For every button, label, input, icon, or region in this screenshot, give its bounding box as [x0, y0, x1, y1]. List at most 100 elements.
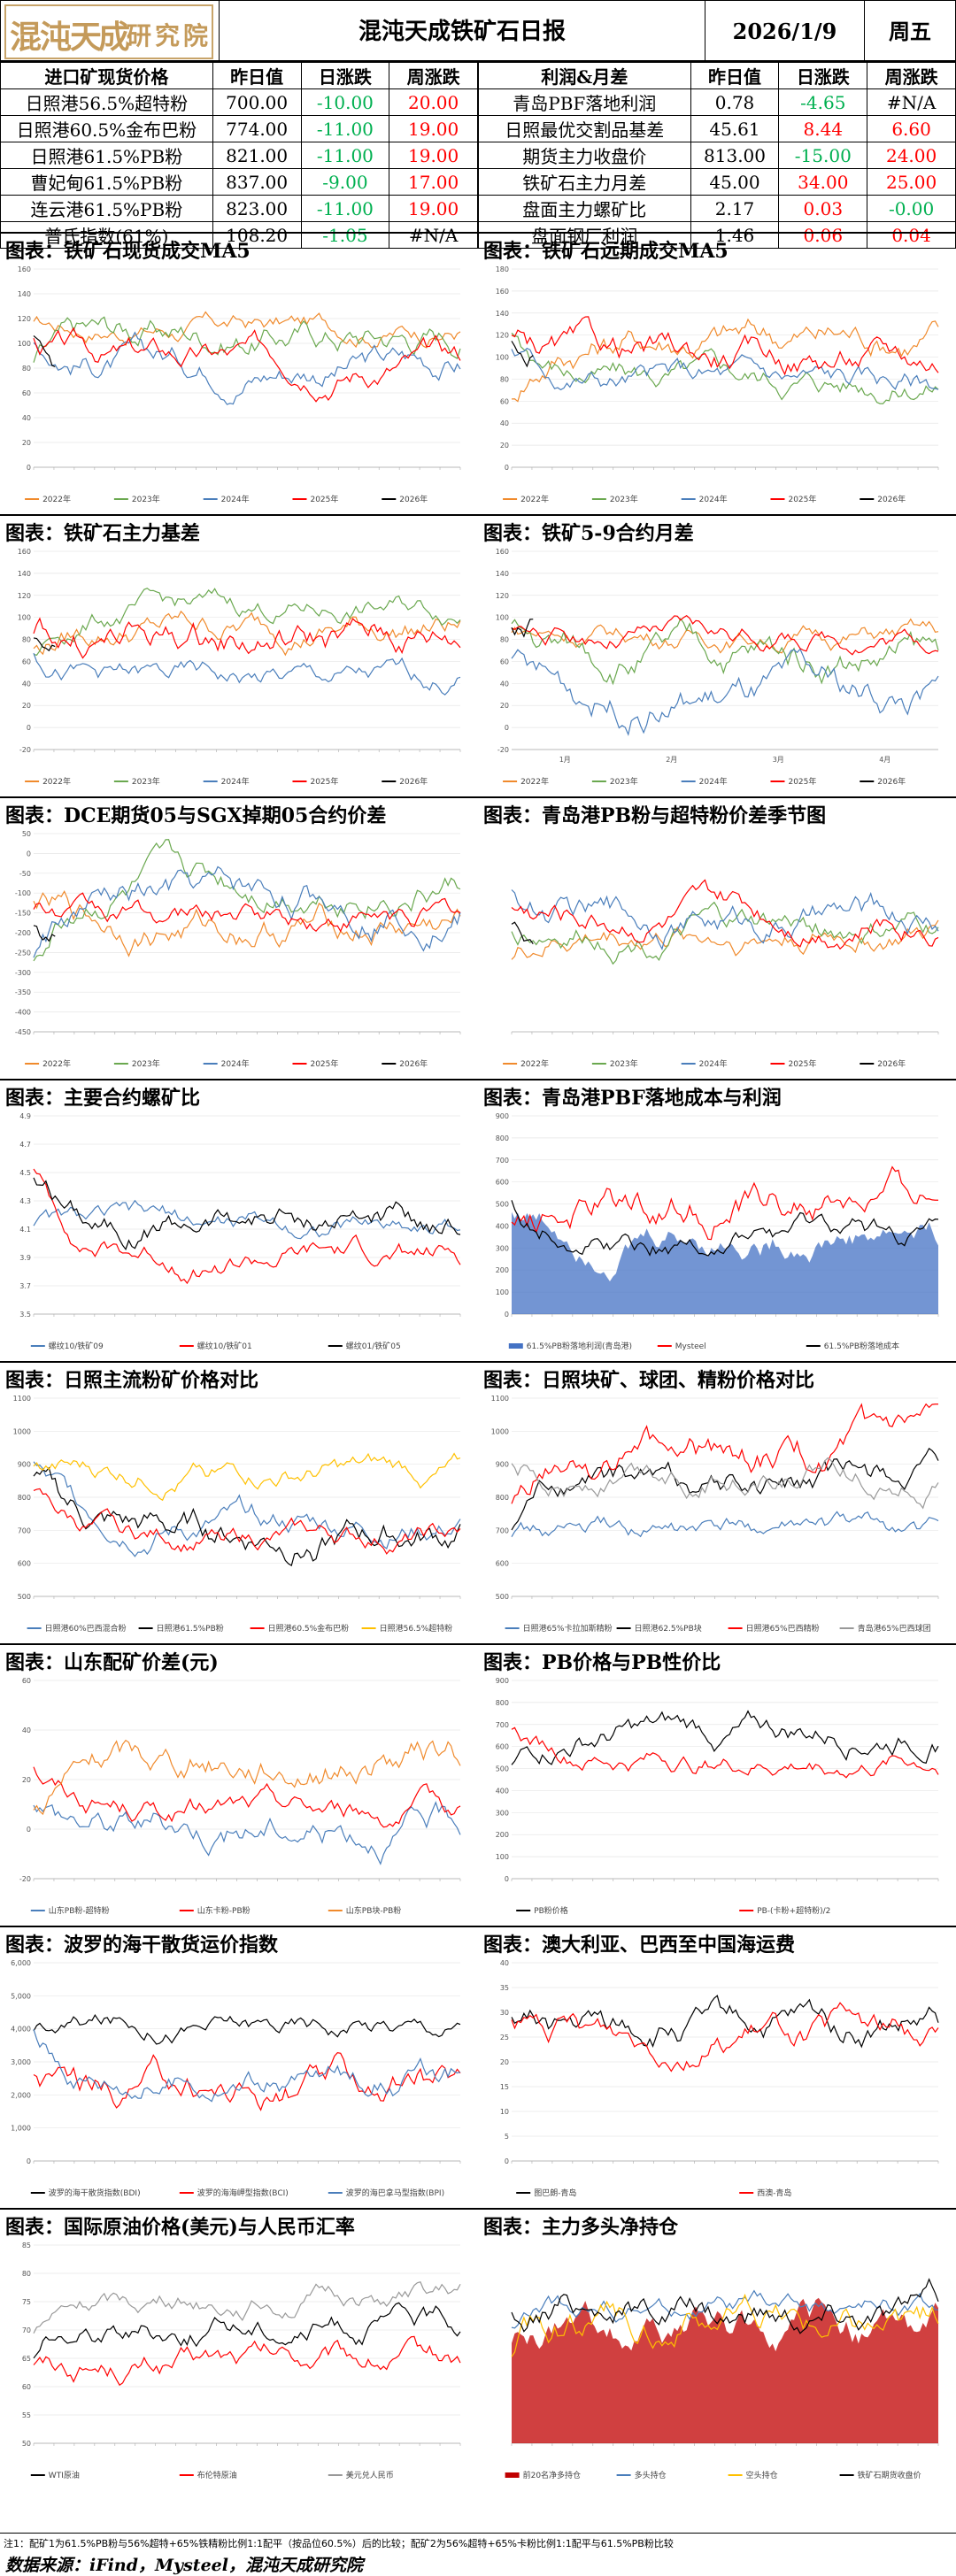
row-label: 盘面钢厂利润: [478, 221, 691, 249]
logo-char: 院: [183, 21, 209, 50]
y-tick-label: 30: [500, 2009, 509, 2017]
chart-plot-area: -450 -400 -350 -300 -250 -200 -150 -100 -50 0 50 20…: [7, 828, 471, 1076]
column-header: 利润&月差: [478, 62, 691, 89]
y-tick-label: -450: [15, 1028, 31, 1036]
daily-change: 8.44: [778, 115, 868, 142]
prev-value: 813.00: [690, 142, 780, 169]
legend-label: 2022年: [42, 776, 71, 787]
y-tick-label: 0: [505, 724, 509, 732]
chart-svg: -20 0 20 40 60 山东PB粉-超特粉 山东卡粉-PB粉 山东PB块-PB粉: [19, 1677, 461, 1916]
series-line: [511, 2293, 939, 2357]
legend-label: 2025年: [310, 494, 338, 504]
chart-svg: 2022年 2023年 2024年 2025年 2026年: [503, 879, 939, 1069]
y-tick-label: 60: [22, 2383, 31, 2391]
y-tick-label: 3.7: [19, 1282, 31, 1290]
y-tick-label: 40: [500, 680, 509, 688]
series-line: [511, 1403, 938, 1504]
legend-label: Mysteel: [675, 1342, 706, 1351]
y-tick-label: 100: [18, 614, 31, 622]
column-header: 昨日值: [690, 62, 780, 89]
y-tick-label: 20: [500, 442, 509, 450]
logo-char: 天: [70, 19, 103, 56]
y-tick-label: 50: [22, 830, 31, 838]
chart-title: 图表：澳大利亚、巴西至中国海运费: [483, 1934, 796, 1957]
legend-label: 61.5%PB粉落地利润(青岛港): [527, 1341, 632, 1351]
prev-value: 45.61: [690, 115, 780, 142]
legend-label: 山东卡粉-PB粉: [197, 1905, 251, 1916]
y-tick-label: 3,000: [11, 2058, 31, 2066]
legend-label: 61.5%PB粉落地成本: [824, 1341, 899, 1351]
daily-change: -11.00: [300, 142, 390, 169]
y-tick-label: 2,000: [11, 2091, 31, 2099]
legend-label: PB-(卡粉+超特粉)/2: [757, 1905, 830, 1916]
legend-label: PB粉价格: [534, 1905, 568, 1916]
profit-spread-table: 利润&月差 昨日值 日涨跌 周涨跌 青岛PBF落地利润 0.78 -4.65 #N/A 日照最优…: [478, 62, 956, 249]
y-tick-label: 160: [18, 265, 31, 273]
legend-label: 2026年: [399, 776, 428, 787]
legend-label: 山东PB粉-超特粉: [49, 1905, 110, 1916]
y-tick-label: 5,000: [11, 1992, 31, 2000]
chart-panel-p16: 图表：主力多头净持仓 前20名净多持仓 多头持仓 空头持仓 铁矿石期货收盘价: [478, 2208, 956, 2491]
y-tick-label: 100: [18, 340, 31, 348]
chart-plot-area: -20 0 20 40 60 山东PB粉-超特粉 山东卡粉-PB粉 山东PB块-PB粉: [7, 1675, 471, 1923]
y-tick-label: 0: [27, 464, 31, 472]
prev-value: 108.20: [212, 221, 302, 249]
series-line: [511, 1200, 939, 1257]
series-line: [33, 637, 56, 652]
y-tick-label: 120: [18, 592, 31, 600]
series-line: [33, 1177, 461, 1250]
series-line: [33, 889, 461, 957]
series-line: [511, 316, 939, 376]
legend-label: 2023年: [610, 776, 638, 787]
series-line: [33, 2051, 461, 2111]
y-tick-label: 0: [27, 1826, 31, 1834]
chart-title: 图表：波罗的海干散货运价指数: [5, 1934, 279, 1957]
company-logo: 混 沌 天 成 研 究 院: [4, 4, 213, 59]
y-tick-label: 100: [496, 1288, 509, 1296]
y-tick-label: 200: [496, 1831, 509, 1839]
daily-change: -11.00: [300, 195, 390, 222]
legend-label: WTI原油: [49, 2470, 80, 2480]
chart-svg: 0 100 200 300 400 500 600 700 800 900 61.5%PB粉落地利润…: [496, 1112, 939, 1351]
legend-label: 2024年: [699, 494, 728, 504]
logo-char: 究: [155, 21, 181, 50]
legend-label: 2025年: [310, 1058, 338, 1069]
series-line: [511, 889, 939, 950]
legend-label: 2022年: [42, 1058, 71, 1069]
prev-value: 45.00: [690, 168, 780, 196]
chart-title: 图表：主要合约螺矿比: [5, 1087, 201, 1110]
chart-title: 图表：铁矿石现货成交MA5: [5, 240, 251, 263]
prev-value: 0.78: [690, 88, 780, 116]
weekly-change: #N/A: [389, 221, 478, 249]
y-tick-label: 600: [496, 1560, 509, 1568]
legend-label: 2025年: [310, 776, 338, 787]
chart-svg: 0 20 40 60 80 100 120 140 160 180 2022年 2023年 2024年 2…: [496, 265, 939, 504]
daily-change: 0.03: [778, 195, 868, 222]
y-tick-label: 800: [18, 1494, 31, 1502]
legend-label: 日照港60%巴西混合粉: [45, 1623, 127, 1634]
row-label: 日照最优交割品基差: [478, 115, 691, 142]
prev-value: 1.46: [690, 221, 780, 249]
chart-plot-area: 前20名净多持仓 多头持仓 空头持仓 铁矿石期货收盘价: [485, 2240, 949, 2488]
legend-label: 山东PB块-PB粉: [346, 1905, 401, 1916]
y-tick-label: 0: [505, 464, 509, 472]
table-row: 连云港61.5%PB粉 823.00 -11.00 19.00: [0, 195, 478, 222]
y-tick-label: 6,000: [11, 1959, 31, 1967]
y-tick-label: -400: [15, 1009, 31, 1017]
chart-title: 图表：山东配矿价差(元): [5, 1651, 219, 1674]
weekly-change: 19.00: [389, 115, 478, 142]
row-label: 曹妃甸61.5%PB粉: [0, 168, 213, 196]
series-line: [33, 1461, 461, 1557]
legend-label: 2026年: [399, 1058, 428, 1069]
chart-panel-p11: 图表：山东配矿价差(元) -20 0 20 40 60 山东PB粉-超特粉 山东卡粉-PB粉 山…: [0, 1643, 478, 1926]
chart-svg: -20 0 20 40 60 80 100 120 140 160 2022年 2023年 2024年 2…: [18, 548, 461, 787]
chart-title: 图表：青岛港PBF落地成本与利润: [483, 1087, 782, 1110]
series-line: [511, 318, 939, 403]
series-line: [33, 2281, 461, 2334]
chart-svg: 前20名净多持仓 多头持仓 空头持仓 铁矿石期货收盘价: [505, 2278, 939, 2480]
chart-svg: 0 100 200 300 400 500 600 700 800 900 PB粉价格 PB-(卡粉+…: [496, 1677, 939, 1916]
column-header: 昨日值: [212, 62, 302, 89]
series-line: [511, 618, 939, 654]
legend-label: 2026年: [877, 494, 906, 504]
chart-panel-p10: 图表：日照块矿、球团、精粉价格对比 500 600 700 800 900 1000 1100…: [478, 1361, 956, 1644]
